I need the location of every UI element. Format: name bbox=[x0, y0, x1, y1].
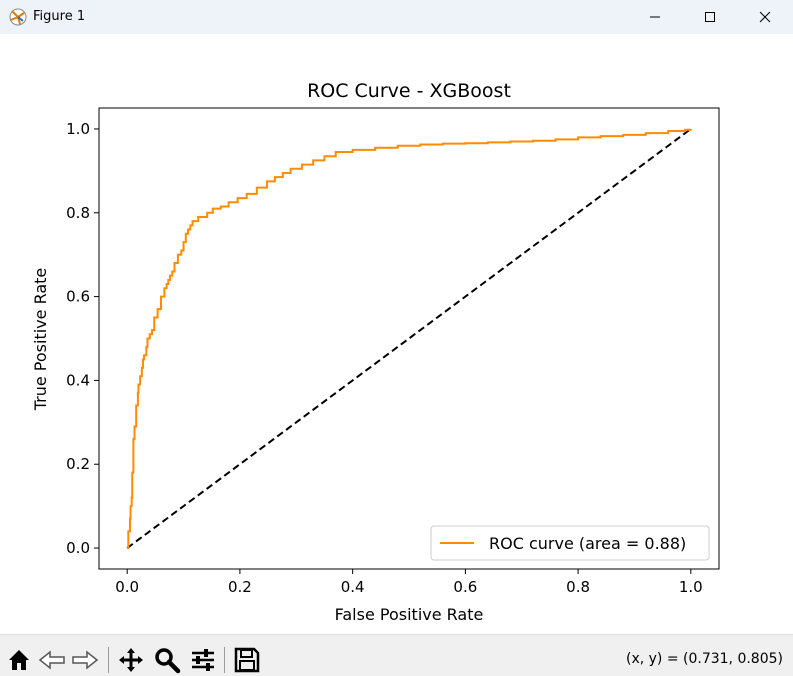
move-icon bbox=[119, 648, 143, 672]
minimize-icon bbox=[650, 16, 660, 18]
y-tick-label: 1.0 bbox=[66, 120, 90, 138]
close-button[interactable] bbox=[742, 0, 788, 34]
window-titlebar: Figure 1 bbox=[0, 0, 793, 34]
x-axis-label: False Positive Rate bbox=[335, 605, 484, 624]
pan-button[interactable] bbox=[116, 645, 146, 675]
legend-box bbox=[430, 525, 710, 561]
y-tick-label: 0.2 bbox=[66, 455, 90, 473]
chance-diagonal-line bbox=[126, 128, 692, 549]
window-title: Figure 1 bbox=[33, 9, 86, 24]
matplotlib-icon bbox=[9, 8, 27, 26]
x-tick-label: 0.2 bbox=[228, 578, 252, 596]
minimize-button[interactable] bbox=[632, 0, 678, 34]
x-tick-label: 1.0 bbox=[679, 578, 703, 596]
legend-label: ROC curve (area = 0.88) bbox=[489, 534, 686, 553]
roc-curve-line bbox=[127, 128, 692, 550]
back-button[interactable] bbox=[37, 645, 67, 675]
save-button[interactable] bbox=[232, 645, 262, 675]
maximize-button[interactable] bbox=[687, 0, 733, 34]
x-tick-label: 0.8 bbox=[566, 578, 590, 596]
x-tick-label: 0.4 bbox=[341, 578, 365, 596]
floppy-disk-icon bbox=[234, 647, 260, 673]
arrow-right-icon bbox=[72, 650, 99, 670]
y-tick-label: 0.8 bbox=[66, 204, 90, 222]
x-tick-label: 0.0 bbox=[115, 578, 139, 596]
toolbar-separator bbox=[224, 647, 225, 673]
y-tick-label: 0.6 bbox=[66, 288, 90, 306]
magnifier-icon bbox=[155, 648, 181, 674]
navigation-toolbar: (x, y) = (0.731, 0.805) bbox=[0, 634, 793, 676]
y-tick-label: 0.4 bbox=[66, 371, 90, 389]
forward-button[interactable] bbox=[70, 645, 100, 675]
legend: ROC curve (area = 0.88) bbox=[430, 525, 710, 561]
configure-subplots-button[interactable] bbox=[188, 645, 218, 675]
plot-frame bbox=[98, 107, 720, 570]
x-tick-label: 0.6 bbox=[453, 578, 477, 596]
cursor-coordinates: (x, y) = (0.731, 0.805) bbox=[625, 651, 783, 667]
close-icon bbox=[759, 11, 771, 23]
y-tick-label: 0.0 bbox=[66, 539, 90, 557]
home-button[interactable] bbox=[4, 645, 34, 675]
arrow-left-icon bbox=[38, 650, 65, 670]
toolbar-separator bbox=[108, 647, 109, 673]
maximize-icon bbox=[705, 12, 715, 22]
sliders-icon bbox=[192, 649, 214, 671]
figure-canvas[interactable]: ROC Curve - XGBoost 0.0 0.2 0.4 0.6 0.8 1.0 0.… bbox=[0, 34, 793, 634]
roc-chart: ROC Curve - XGBoost 0.0 0.2 0.4 0.6 0.8 1.0 0.… bbox=[31, 80, 720, 624]
zoom-button[interactable] bbox=[152, 645, 182, 675]
chart-title: ROC Curve - XGBoost bbox=[307, 80, 511, 102]
home-icon bbox=[9, 650, 29, 670]
y-axis-label: True Positive Rate bbox=[31, 268, 50, 412]
